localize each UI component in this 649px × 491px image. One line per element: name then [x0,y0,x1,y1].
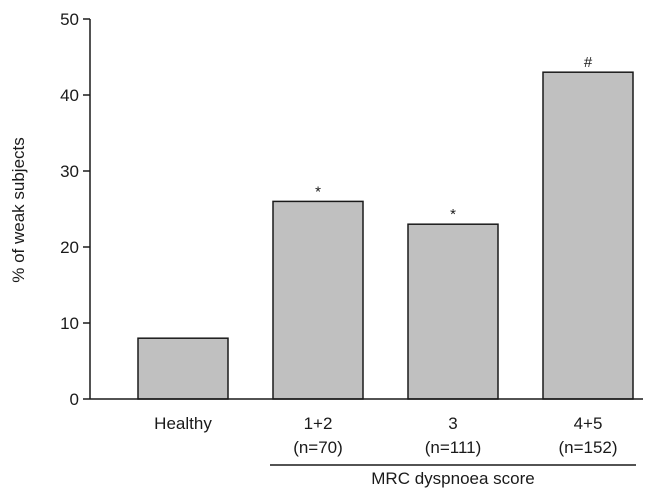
y-tick-label: 40 [60,86,79,105]
x-category-sublabel: (n=152) [558,438,617,457]
y-axis-title: % of weak subjects [9,137,28,283]
bar [542,71,634,400]
bar-annotations: * * # [315,54,593,223]
y-tick-label: 30 [60,162,79,181]
x-category-sublabel: (n=111) [425,438,482,457]
x-category-sublabel: (n=70) [293,438,343,457]
x-category-label: 3 [448,414,457,433]
x-category-label: 4+5 [574,414,603,433]
x-category-label: Healthy [154,414,212,433]
y-tick-label: 20 [60,238,79,257]
bars [137,71,634,400]
y-axis-ticks: 0 10 20 30 40 50 [60,10,90,409]
x-category-label: 1+2 [304,414,333,433]
y-tick-label: 10 [60,314,79,333]
bar [137,337,229,400]
bar [272,200,364,400]
bar [407,223,499,400]
y-tick-label: 0 [70,390,79,409]
x-axis-categories: Healthy 1+2 (n=70) 3 (n=111) 4+5 (n=152) [154,414,617,457]
group-label: MRC dyspnoea score [371,469,534,488]
bar-annotation: * [315,183,321,200]
bar-annotation: # [584,54,593,71]
y-tick-label: 50 [60,10,79,29]
bar-annotation: * [450,206,456,223]
